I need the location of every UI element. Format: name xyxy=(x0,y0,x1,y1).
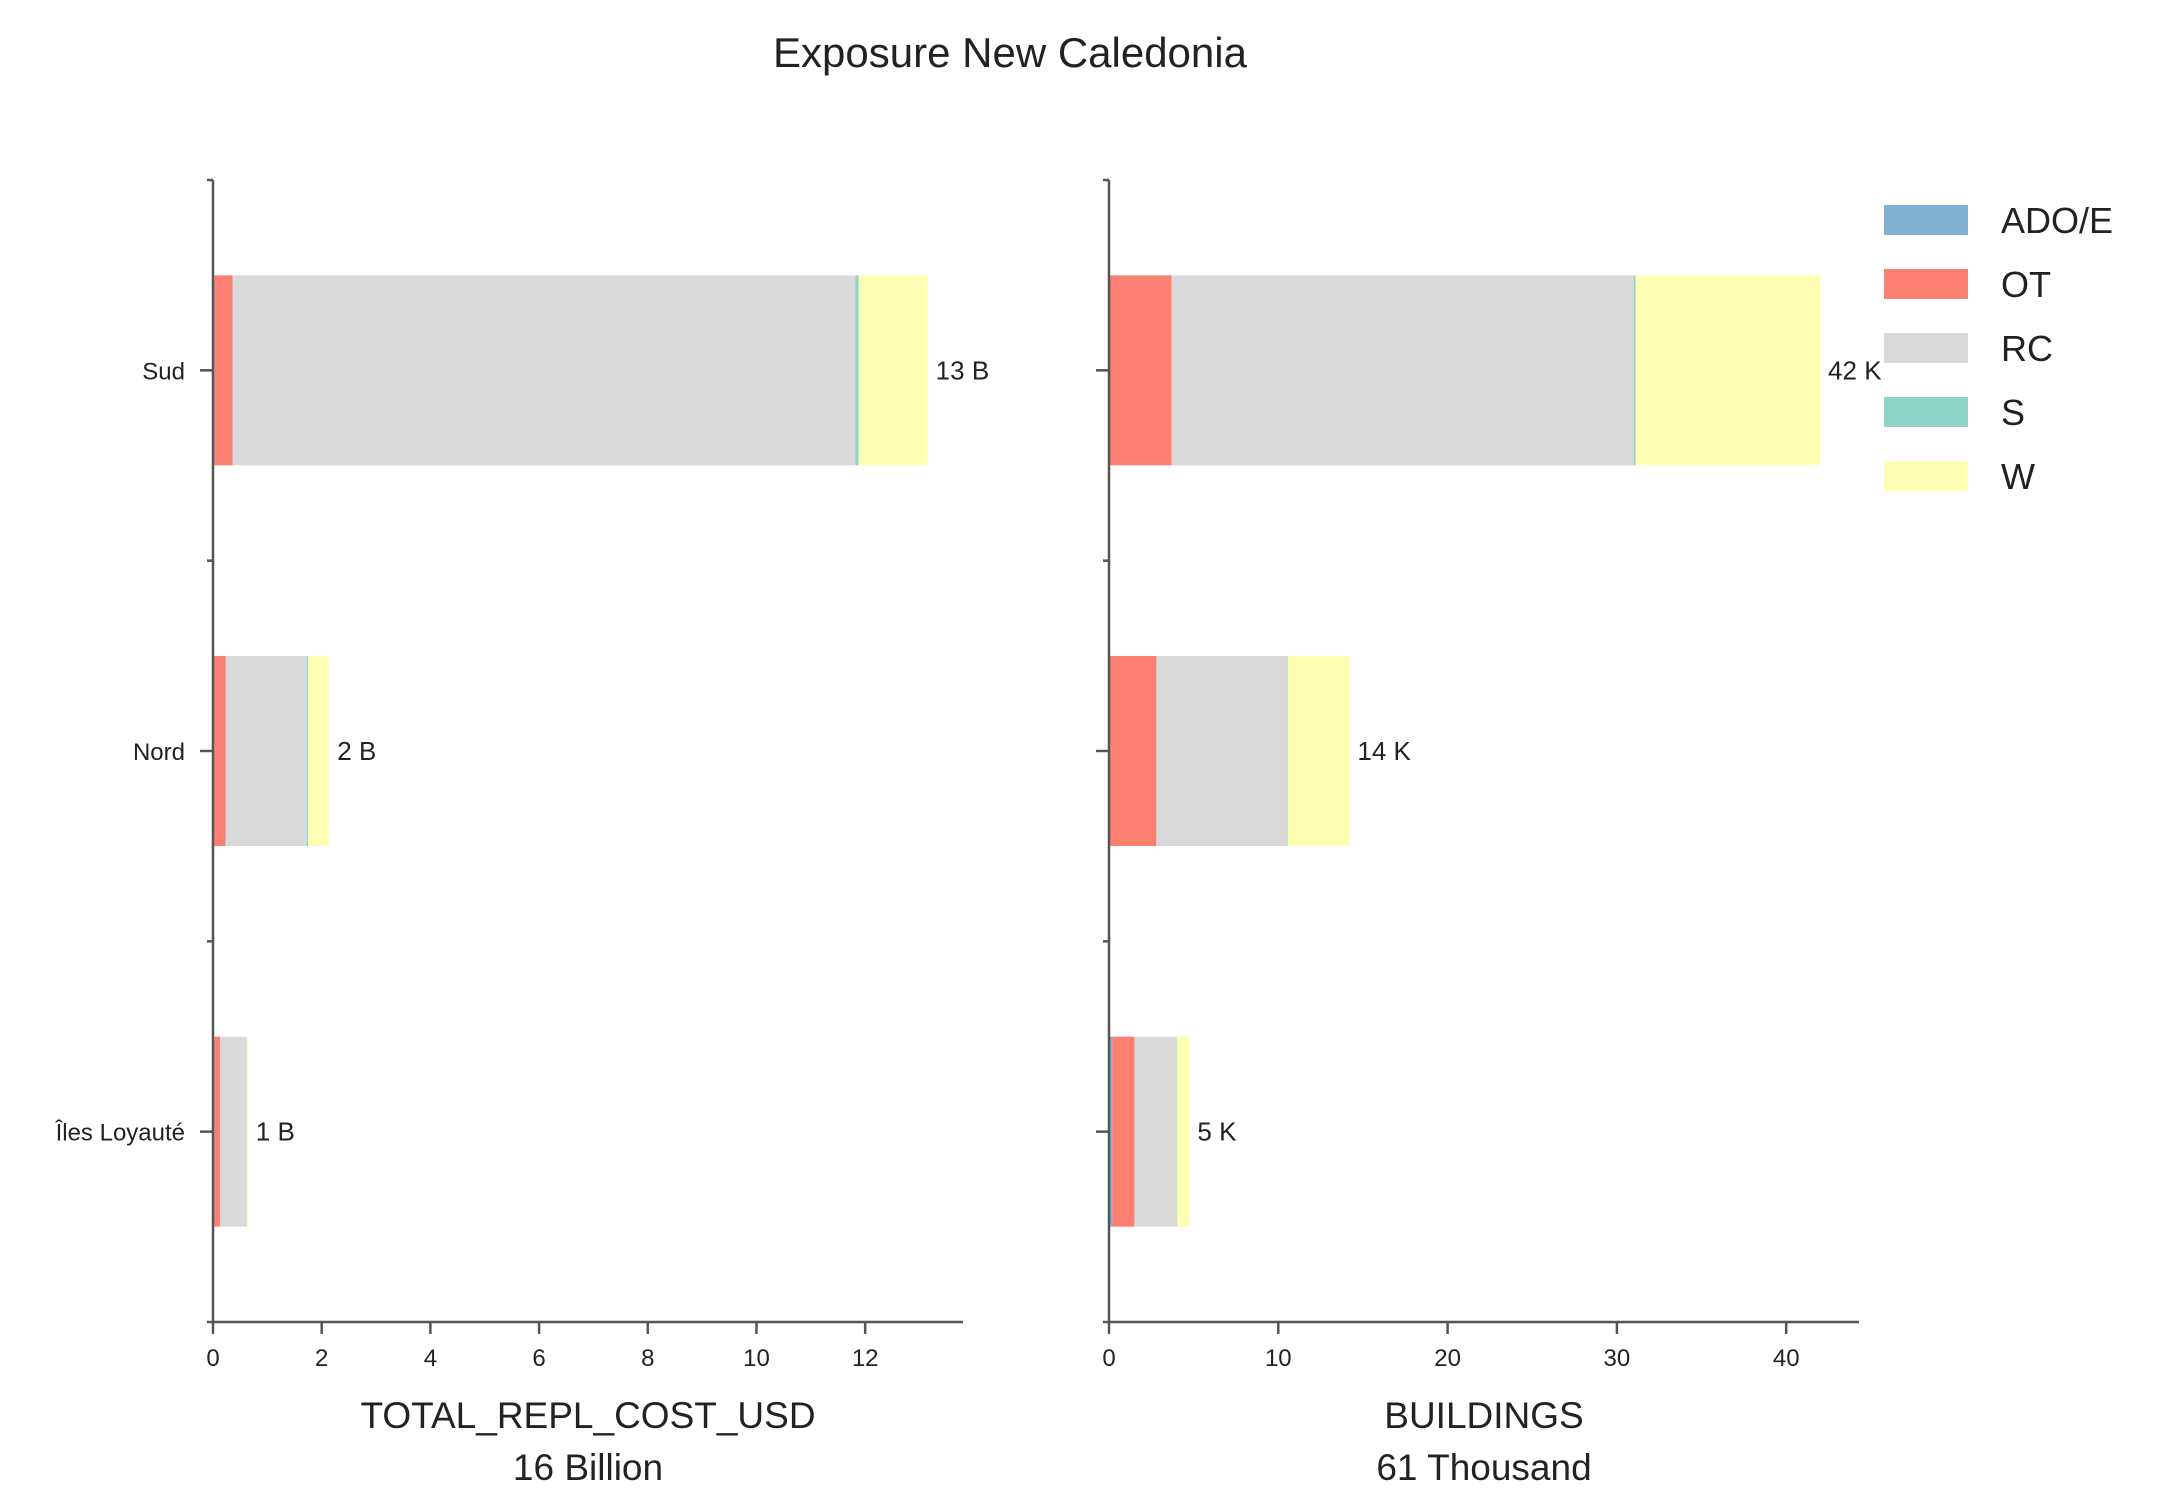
buildings-x-axis-sublabel: 61 Thousand xyxy=(1376,1447,1591,1488)
x-tick-label-buildings-10: 10 xyxy=(1265,1345,1292,1372)
panel-buildings: 0 10 20 30 40 42 K 14 K 5 K BUILDINGS 61 Thous… xyxy=(1096,178,1882,1488)
total-label-buildings-iles-loyaute: 5 K xyxy=(1197,1117,1237,1147)
y-tick-label-sud: Sud xyxy=(142,358,185,385)
total-label-cost-iles-loyaute: 1 B xyxy=(256,1117,295,1147)
x-tick-label-cost-2: 2 xyxy=(315,1345,328,1372)
y-tick-label-nord: Nord xyxy=(133,739,185,766)
bar-cost-nord-ot xyxy=(214,656,226,846)
legend-swatch-s xyxy=(1884,397,1968,427)
total-label-buildings-nord: 14 K xyxy=(1357,736,1411,766)
x-tick-label-cost-0: 0 xyxy=(206,1345,219,1372)
bar-buildings-sud-rc xyxy=(1171,275,1634,466)
bar-buildings-nord-ot xyxy=(1109,656,1157,846)
bar-cost-iles-loyaute-w xyxy=(246,1036,248,1227)
x-tick-label-cost-4: 4 xyxy=(424,1345,437,1372)
legend: ADO/E OT RC SW xyxy=(1884,200,2113,497)
bar-buildings-iles-loyaute-s xyxy=(1176,1036,1178,1227)
cost-x-ticks: 0 2 4 6 8 10 12 xyxy=(206,1322,879,1372)
bar-buildings-nord-rc xyxy=(1156,656,1287,846)
legend-swatch-w xyxy=(1884,461,1968,491)
legend-label-w: W xyxy=(2001,456,2035,497)
legend-swatch-ot xyxy=(1884,269,1968,299)
bar-cost-nord-rc xyxy=(225,656,308,846)
bar-cost-sud-ot xyxy=(214,275,233,466)
bar-cost-iles-loyaute-s xyxy=(246,1036,247,1227)
total-label-buildings-sud: 42 K xyxy=(1828,355,1882,385)
legend-label-rc: RC xyxy=(2001,328,2053,369)
bar-cost-iles-loyaute-ot xyxy=(214,1036,221,1227)
y-tick-label-iles-loyaute: Îles Loyauté xyxy=(55,1120,185,1147)
bar-buildings-nord-s xyxy=(1286,656,1288,846)
legend-label-s: S xyxy=(2001,392,2025,433)
x-tick-label-cost-8: 8 xyxy=(641,1345,654,1372)
buildings-total-labels: 42 K 14 K 5 K xyxy=(1197,355,1882,1146)
total-label-cost-sud: 13 B xyxy=(936,355,990,385)
x-tick-label-buildings-0: 0 xyxy=(1102,1345,1115,1372)
legend-label-ot: OT xyxy=(2001,264,2051,305)
x-tick-label-cost-12: 12 xyxy=(852,1345,879,1372)
bar-buildings-iles-loyaute-rc xyxy=(1134,1036,1177,1227)
buildings-x-axis-label: BUILDINGS xyxy=(1384,1395,1583,1436)
x-tick-label-cost-10: 10 xyxy=(743,1345,770,1372)
bar-buildings-iles-loyaute-ot xyxy=(1112,1036,1135,1227)
bar-buildings-sud-ot xyxy=(1109,275,1172,466)
cost-x-axis-sublabel: 16 Billion xyxy=(513,1447,663,1488)
total-label-cost-nord: 2 B xyxy=(337,736,376,766)
bar-cost-sud-s xyxy=(855,275,859,466)
bar-cost-iles-loyaute-rc xyxy=(220,1036,247,1227)
cost-total-labels: 13 B 2 B 1 B xyxy=(256,355,989,1146)
cost-bars xyxy=(213,275,928,1227)
chart-title: Exposure New Caledonia xyxy=(773,29,1248,76)
panel-replacement-cost: Sud Nord Îles Loyauté 0 2 4 6 8 10 12 13 B 2 B 1 B… xyxy=(55,178,989,1488)
bar-buildings-sud-w xyxy=(1635,275,1821,466)
bar-cost-nord-s xyxy=(307,656,309,846)
x-tick-label-buildings-40: 40 xyxy=(1773,1345,1800,1372)
cost-y-ticks: Sud Nord Îles Loyauté xyxy=(55,178,213,1324)
cost-x-axis-label: TOTAL_REPL_COST_USD xyxy=(360,1395,815,1436)
bar-cost-nord-w xyxy=(308,656,330,846)
bar-cost-sud-rc xyxy=(232,275,856,466)
x-tick-label-buildings-20: 20 xyxy=(1434,1345,1461,1372)
buildings-x-ticks: 0 10 20 30 40 xyxy=(1102,1322,1800,1372)
buildings-y-ticks xyxy=(1096,178,1109,1324)
x-tick-label-buildings-30: 30 xyxy=(1604,1345,1631,1372)
bar-cost-sud-w xyxy=(858,275,928,466)
legend-label-ado-e: ADO/E xyxy=(2001,200,2113,241)
legend-swatch-ado-e xyxy=(1884,205,1968,235)
buildings-bars xyxy=(1109,275,1821,1227)
legend-swatch-rc xyxy=(1884,333,1968,363)
bar-buildings-sud-s xyxy=(1633,275,1636,466)
bar-buildings-iles-loyaute-w xyxy=(1177,1036,1190,1227)
bar-buildings-nord-w xyxy=(1287,656,1350,846)
x-tick-label-cost-6: 6 xyxy=(532,1345,545,1372)
bar-buildings-iles-loyaute-ado-e xyxy=(1109,1036,1113,1227)
